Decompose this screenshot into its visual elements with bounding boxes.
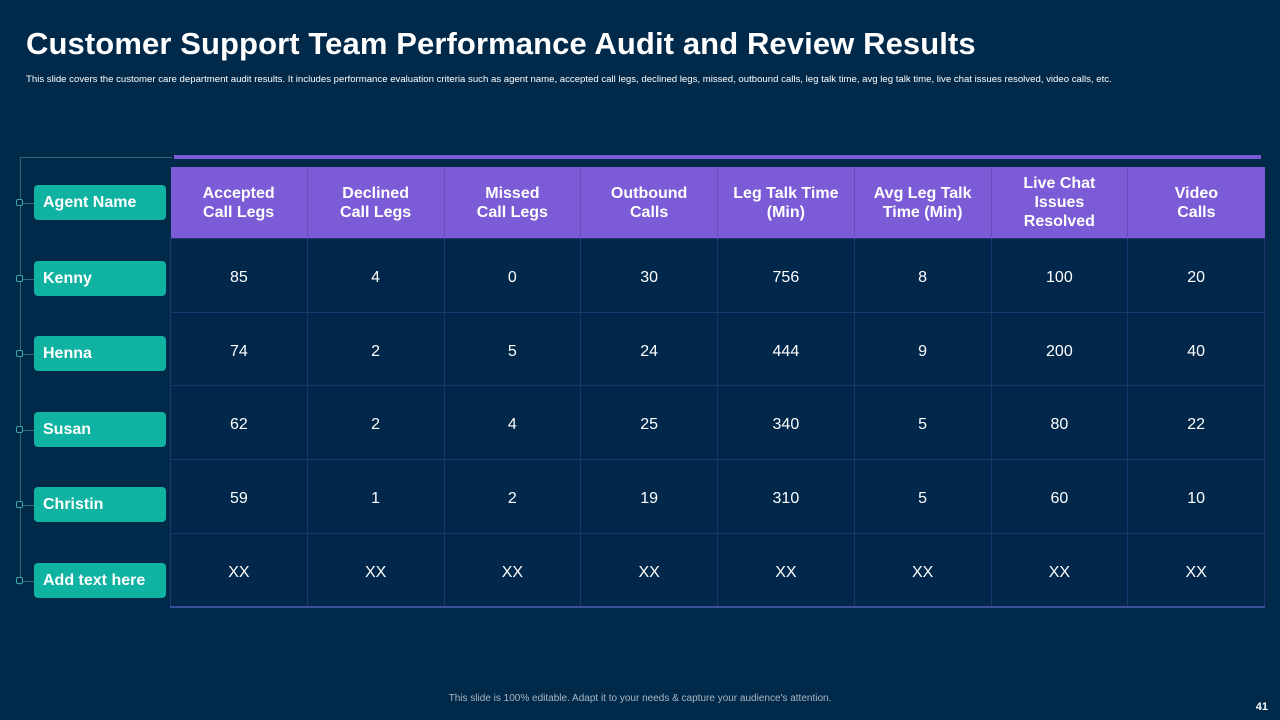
table-row: 74 2 5 24 444 9 200 40 [170, 311, 1265, 387]
column-header: Video Calls [1127, 167, 1265, 239]
node-connector [23, 203, 34, 204]
agent-label: Add text here [34, 563, 166, 598]
table-header-row: Accepted Call Legs Declined Call Legs Miss… [170, 167, 1265, 239]
table-cell: XX [306, 532, 445, 608]
table-cell: XX [580, 532, 718, 608]
table-cell: 4 [306, 238, 445, 313]
table-row: XX XX XX XX XX XX XX XX [170, 532, 1265, 608]
table-cell: XX [853, 532, 992, 608]
table-cell: 5 [853, 385, 992, 461]
agent-label: Christin [34, 487, 166, 522]
node-marker [16, 199, 23, 206]
node-marker [16, 350, 23, 357]
agent-header-label: Agent Name [34, 185, 166, 220]
node-connector [23, 505, 34, 506]
slide-title: Customer Support Team Performance Audit … [26, 26, 976, 61]
table-cell: XX [170, 532, 308, 608]
column-header: Declined Call Legs [306, 167, 444, 239]
table-cell: 85 [170, 238, 308, 313]
node-connector [23, 279, 34, 280]
table-cell: XX [717, 532, 855, 608]
agent-label: Kenny [34, 261, 166, 296]
column-header: Avg Leg Talk Time (Min) [853, 167, 991, 239]
table-cell: 10 [1127, 459, 1265, 534]
node-marker [16, 577, 23, 584]
table-cell: 19 [580, 459, 718, 534]
table-cell: 0 [443, 238, 582, 313]
table-cell: 2 [306, 311, 445, 387]
node-connector [23, 581, 34, 582]
table-cell: 100 [990, 238, 1129, 313]
column-header: Leg Talk Time (Min) [717, 167, 855, 239]
table-cell: 62 [170, 385, 308, 461]
column-header: Live Chat Issues Resolved [990, 167, 1128, 239]
table-cell: 1 [306, 459, 445, 534]
slide-footer: This slide is 100% editable. Adapt it to… [448, 693, 832, 704]
node-marker [16, 426, 23, 433]
connector-top-line [20, 157, 172, 158]
table-cell: 25 [580, 385, 718, 461]
node-marker [16, 501, 23, 508]
table-cell: XX [1127, 532, 1265, 608]
table-cell: 756 [717, 238, 855, 313]
table-cell: 310 [717, 459, 855, 534]
node-marker [16, 275, 23, 282]
table-row: 59 1 2 19 310 5 60 10 [170, 459, 1265, 534]
table-cell: 80 [990, 385, 1129, 461]
table-body: 85 4 0 30 756 8 100 20 74 2 5 24 444 9 200 40 62 2 4 25 340 5… [170, 238, 1265, 608]
table-cell: 9 [853, 311, 992, 387]
table-cell: 340 [717, 385, 855, 461]
table-cell: 22 [1127, 385, 1265, 461]
table-cell: 2 [306, 385, 445, 461]
table-cell: XX [443, 532, 582, 608]
table-row: 62 2 4 25 340 5 80 22 [170, 385, 1265, 461]
table-cell: 5 [443, 311, 582, 387]
table-cell: 2 [443, 459, 582, 534]
table-cell: 59 [170, 459, 308, 534]
node-connector [23, 430, 34, 431]
table-cell: 60 [990, 459, 1129, 534]
slide-subtitle: This slide covers the customer care depa… [26, 74, 1112, 85]
table-cell: 5 [853, 459, 992, 534]
header-accent-bar [174, 155, 1261, 159]
table-cell: XX [990, 532, 1129, 608]
agent-label: Susan [34, 412, 166, 447]
agent-label: Henna [34, 336, 166, 371]
table-cell: 20 [1127, 238, 1265, 313]
table-cell: 200 [990, 311, 1129, 387]
audit-table: Accepted Call Legs Declined Call Legs Miss… [170, 167, 1265, 608]
page-number: 41 [1255, 701, 1268, 713]
column-header: Missed Call Legs [443, 167, 581, 239]
node-connector [23, 354, 34, 355]
table-cell: 30 [580, 238, 718, 313]
column-header: Outbound Calls [580, 167, 718, 239]
column-header: Accepted Call Legs [170, 167, 308, 239]
table-cell: 444 [717, 311, 855, 387]
table-cell: 74 [170, 311, 308, 387]
table-row: 85 4 0 30 756 8 100 20 [170, 238, 1265, 313]
table-cell: 4 [443, 385, 582, 461]
table-cell: 40 [1127, 311, 1265, 387]
connector-vertical-line [20, 157, 21, 585]
table-cell: 8 [853, 238, 992, 313]
table-cell: 24 [580, 311, 718, 387]
